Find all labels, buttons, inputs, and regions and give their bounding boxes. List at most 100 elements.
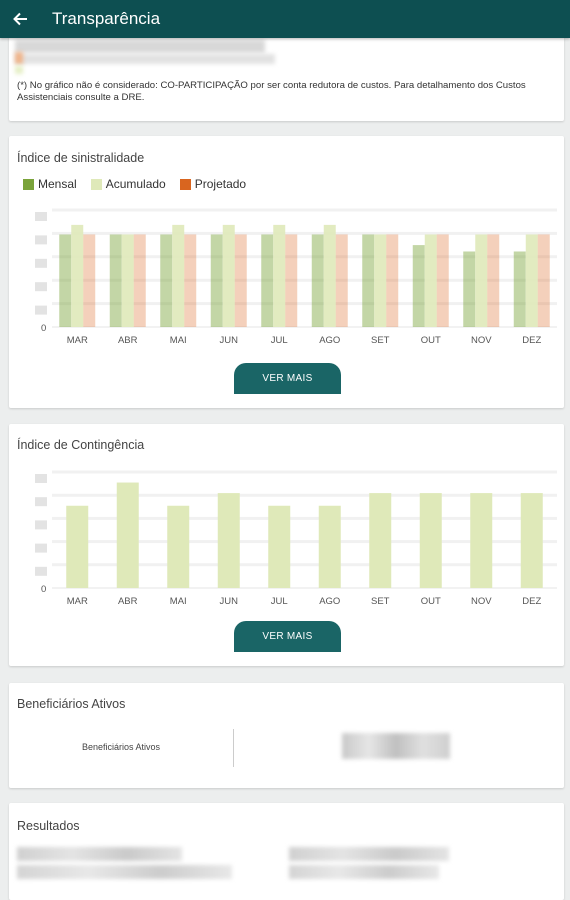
redacted-swatch bbox=[15, 66, 23, 74]
legend-projetado: Projetado bbox=[179, 177, 247, 191]
bar-value-abr bbox=[116, 482, 139, 588]
redacted-content bbox=[17, 865, 232, 879]
x-tick-label: AGO bbox=[319, 596, 340, 607]
arrow-left-icon[interactable] bbox=[0, 0, 40, 38]
x-tick-label: NOV bbox=[471, 335, 492, 346]
bar-mensal-abr bbox=[109, 234, 122, 327]
chart-legend: Mensal Acumulado Projetado bbox=[23, 177, 246, 191]
bar-value-out bbox=[419, 493, 442, 588]
disclaimer-note: (*) No gráfico não é considerado: CO-PAR… bbox=[17, 80, 526, 103]
legend-label-mensal: Mensal bbox=[38, 177, 77, 191]
bar-projetado-jun bbox=[234, 234, 247, 327]
ver-mais-sinistralidade-button[interactable]: VER MAIS bbox=[234, 363, 341, 394]
x-tick-label: MAI bbox=[170, 335, 187, 346]
beneficiarios-label: Beneficiários Ativos bbox=[82, 742, 161, 752]
x-tick-label: MAR bbox=[67, 596, 88, 607]
bar-mensal-out bbox=[412, 245, 425, 327]
redacted-content bbox=[17, 847, 182, 861]
bar-acumulado-jun bbox=[222, 224, 235, 327]
x-tick-label: DEZ bbox=[522, 335, 541, 346]
bar-acumulado-dez bbox=[525, 234, 538, 327]
redacted-tick-label bbox=[35, 543, 47, 553]
bar-value-jul bbox=[268, 505, 291, 588]
resultados-card: Resultados bbox=[9, 803, 564, 900]
x-tick-label: DEZ bbox=[522, 596, 541, 607]
bar-value-mai bbox=[167, 505, 190, 588]
bar-acumulado-abr bbox=[121, 234, 134, 327]
redacted-tick-label bbox=[35, 212, 47, 221]
redacted-content bbox=[289, 847, 449, 861]
x-tick-label: ABR bbox=[118, 596, 138, 607]
redacted-content bbox=[289, 865, 439, 879]
redacted-content bbox=[15, 54, 275, 64]
bar-acumulado-mai bbox=[172, 224, 185, 327]
bar-projetado-jul bbox=[285, 234, 298, 327]
bar-projetado-ago bbox=[335, 234, 348, 327]
bar-value-nov bbox=[470, 493, 493, 588]
bar-mensal-mai bbox=[160, 234, 173, 327]
x-tick-label: JUL bbox=[271, 596, 288, 607]
sinistralidade-title: Índice de sinistralidade bbox=[17, 151, 145, 165]
bar-projetado-mar bbox=[83, 234, 96, 327]
bar-acumulado-nov bbox=[475, 234, 488, 327]
bar-mensal-jul bbox=[261, 234, 274, 327]
bar-mensal-set bbox=[362, 234, 375, 327]
beneficiarios-card: Beneficiários Ativos Beneficiários Ativo… bbox=[9, 683, 564, 788]
legend-mensal: Mensal bbox=[23, 177, 77, 191]
divider bbox=[233, 729, 234, 767]
beneficiarios-title: Beneficiários Ativos bbox=[17, 697, 126, 711]
contingencia-chart: 0 MAR ABR MAI JUN JUL AGO SET OUT NOV DEZ bbox=[35, 470, 557, 607]
redacted-value bbox=[342, 733, 450, 759]
x-tick-label: SET bbox=[371, 596, 390, 607]
x-tick-label: NOV bbox=[471, 596, 492, 607]
redacted-tick-label bbox=[35, 520, 47, 530]
bar-projetado-mai bbox=[184, 234, 197, 327]
x-tick-label: OUT bbox=[421, 596, 441, 607]
y-tick-label: 0 bbox=[41, 584, 46, 595]
bar-acumulado-out bbox=[424, 234, 437, 327]
sinistralidade-card: Índice de sinistralidade Mensal Acumulad… bbox=[9, 136, 564, 408]
info-card: (*) No gráfico não é considerado: CO-PAR… bbox=[9, 36, 564, 121]
bar-value-jun bbox=[217, 493, 240, 588]
contingencia-title: Índice de Contingência bbox=[17, 438, 145, 452]
x-tick-label: SET bbox=[371, 335, 390, 346]
redacted-tick-label bbox=[35, 305, 47, 315]
bar-mensal-jun bbox=[210, 234, 223, 327]
bar-value-mar bbox=[66, 505, 89, 588]
redacted-tick-label bbox=[35, 235, 47, 245]
x-tick-label: MAR bbox=[67, 335, 88, 346]
y-tick-label: 0 bbox=[41, 323, 46, 334]
legend-swatch-projetado bbox=[179, 178, 191, 190]
x-tick-label: ABR bbox=[118, 335, 138, 346]
page-title: Transparência bbox=[52, 9, 161, 28]
x-tick-label: MAI bbox=[170, 596, 187, 607]
legend-label-projetado: Projetado bbox=[194, 177, 247, 191]
resultados-title: Resultados bbox=[17, 819, 80, 833]
x-tick-label: JUN bbox=[220, 596, 239, 607]
ver-mais-contingencia-button[interactable]: VER MAIS bbox=[234, 621, 341, 652]
bar-projetado-set bbox=[386, 234, 399, 327]
x-tick-label: AGO bbox=[319, 335, 340, 346]
legend-swatch-acumulado bbox=[90, 178, 102, 190]
contingencia-card: Índice de Contingência 0 MAR ABR MAI JUN JUL A… bbox=[9, 424, 564, 666]
bar-projetado-dez bbox=[537, 234, 550, 327]
x-tick-label: JUN bbox=[220, 335, 239, 346]
redacted-tick-label bbox=[35, 497, 47, 507]
x-tick-label: JUL bbox=[271, 335, 288, 346]
legend-acumulado: Acumulado bbox=[90, 177, 166, 191]
redacted-swatch bbox=[15, 52, 23, 64]
redacted-tick-label bbox=[35, 258, 47, 268]
redacted-tick-label bbox=[35, 282, 47, 292]
bar-mensal-ago bbox=[311, 234, 324, 327]
bar-mensal-mar bbox=[59, 234, 72, 327]
redacted-tick-label bbox=[35, 566, 47, 576]
bar-value-dez bbox=[520, 493, 543, 588]
bar-acumulado-mar bbox=[71, 224, 84, 327]
bar-projetado-abr bbox=[133, 234, 146, 327]
bar-acumulado-ago bbox=[323, 224, 336, 327]
x-tick-label: OUT bbox=[421, 335, 441, 346]
redacted-tick-label bbox=[35, 474, 47, 483]
bar-mensal-nov bbox=[463, 251, 476, 327]
bar-value-set bbox=[369, 493, 392, 588]
bar-acumulado-jul bbox=[273, 224, 286, 327]
